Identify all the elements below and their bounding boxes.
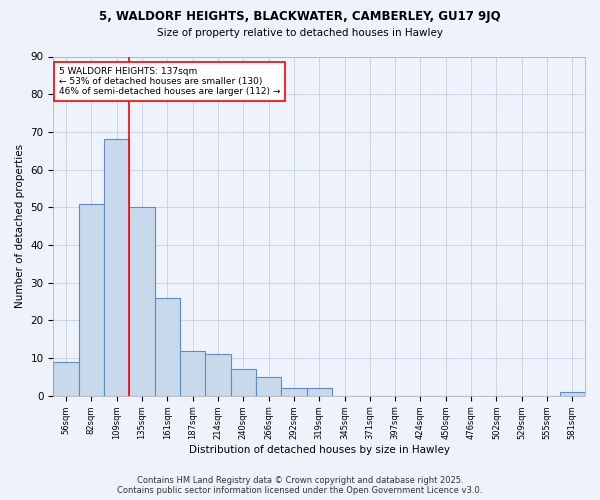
Bar [104, 140, 130, 396]
Text: Contains HM Land Registry data © Crown copyright and database right 2025.
Contai: Contains HM Land Registry data © Crown c… [118, 476, 482, 495]
Bar [256, 377, 281, 396]
Bar [155, 298, 180, 396]
Text: 5, WALDORF HEIGHTS, BLACKWATER, CAMBERLEY, GU17 9JQ: 5, WALDORF HEIGHTS, BLACKWATER, CAMBERLE… [99, 10, 501, 23]
Bar [53, 362, 79, 396]
Bar [180, 350, 205, 396]
Text: Size of property relative to detached houses in Hawley: Size of property relative to detached ho… [157, 28, 443, 38]
Bar [307, 388, 332, 396]
Text: 5 WALDORF HEIGHTS: 137sqm
← 53% of detached houses are smaller (130)
46% of semi: 5 WALDORF HEIGHTS: 137sqm ← 53% of detac… [59, 66, 280, 96]
Bar [205, 354, 230, 396]
Bar [130, 208, 155, 396]
Bar [79, 204, 104, 396]
Y-axis label: Number of detached properties: Number of detached properties [15, 144, 25, 308]
Bar [230, 370, 256, 396]
X-axis label: Distribution of detached houses by size in Hawley: Distribution of detached houses by size … [189, 445, 450, 455]
Bar [560, 392, 585, 396]
Bar [281, 388, 307, 396]
